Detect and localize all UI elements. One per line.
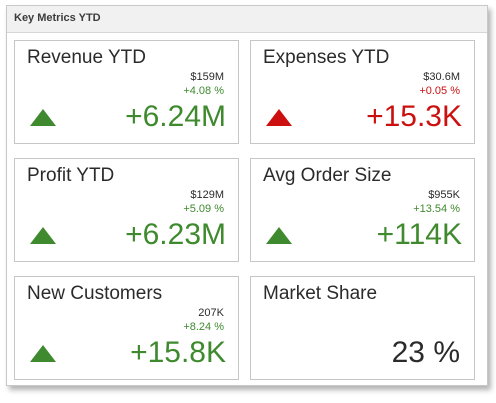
arrow-up-icon [266,109,292,126]
card-expenses-ytd[interactable]: Expenses YTD $30.6M +0.05 % +15.3K [250,40,475,144]
arrow-up-icon [30,109,56,126]
card-title: New Customers [27,283,163,304]
card-new-customers[interactable]: New Customers 207K +8.24 % +15.8K [14,276,239,380]
card-percent-variation: +13.54 % [413,203,460,215]
panel-title: Key Metrics YTD [14,12,101,24]
arrow-up-icon [30,345,56,362]
card-title: Revenue YTD [27,47,146,68]
card-avg-order-size[interactable]: Avg Order Size $955K +13.54 % +114K [250,158,475,262]
arrow-up-icon [266,227,292,244]
card-target-value: $30.6M [423,71,460,83]
card-target-value: $129M [190,189,224,201]
card-market-share[interactable]: Market Share 23 % [250,276,475,380]
panel-header: Key Metrics YTD [7,6,487,33]
card-profit-ytd[interactable]: Profit YTD $129M +5.09 % +6.23M [14,158,239,262]
card-percent-variation: +8.24 % [183,321,224,333]
arrow-up-icon [30,227,56,244]
card-target-value: $955K [428,189,460,201]
card-target-value: 207K [198,307,224,319]
card-target-value: $159M [190,71,224,83]
card-value: 23 % [391,336,460,369]
card-delta-value: +114K [376,218,462,251]
card-percent-variation: +5.09 % [183,203,224,215]
card-percent-variation: +0.05 % [419,85,460,97]
card-percent-variation: +4.08 % [183,85,224,97]
key-metrics-panel: Key Metrics YTD Revenue YTD $159M +4.08 … [6,5,488,386]
card-delta-value: +6.24M [125,100,226,133]
card-revenue-ytd[interactable]: Revenue YTD $159M +4.08 % +6.24M [14,40,239,144]
card-delta-value: +6.23M [125,218,226,251]
card-delta-value: +15.8K [130,336,226,369]
card-title: Avg Order Size [263,165,392,186]
card-title: Expenses YTD [263,47,390,68]
card-title: Market Share [263,283,378,304]
card-title: Profit YTD [27,165,115,186]
card-delta-value: +15.3K [366,100,462,133]
